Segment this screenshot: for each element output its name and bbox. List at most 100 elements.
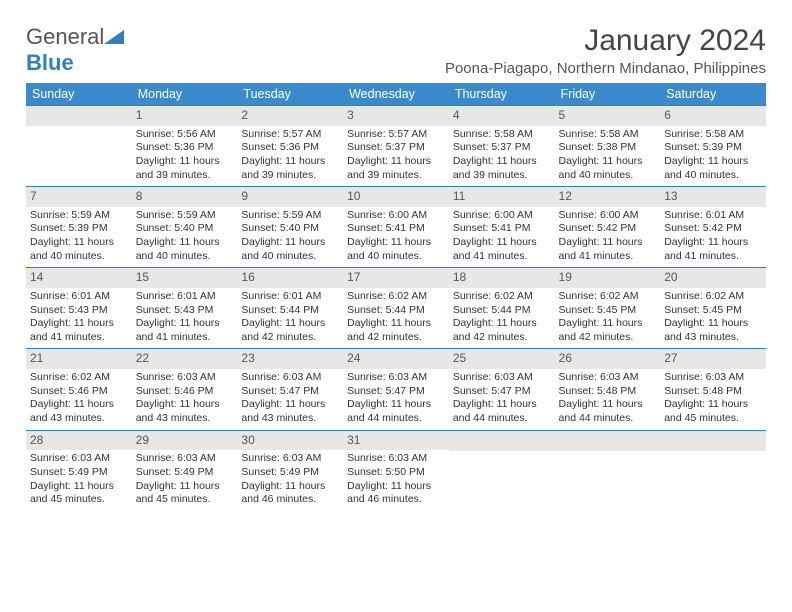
sunrise-line: Sunrise: 6:03 AM: [136, 371, 234, 385]
day-body: Sunrise: 6:01 AMSunset: 5:42 PMDaylight:…: [662, 209, 764, 264]
sunset-line: Sunset: 5:37 PM: [453, 141, 551, 155]
calendar-day-cell: 21Sunrise: 6:02 AMSunset: 5:46 PMDayligh…: [26, 349, 132, 430]
sunrise-line: Sunrise: 6:02 AM: [347, 290, 445, 304]
day-body: Sunrise: 6:03 AMSunset: 5:49 PMDaylight:…: [239, 452, 341, 507]
sunrise-line: Sunrise: 6:00 AM: [347, 209, 445, 223]
calendar-day-cell: 23Sunrise: 6:03 AMSunset: 5:47 PMDayligh…: [237, 349, 343, 430]
day-body: Sunrise: 6:02 AMSunset: 5:45 PMDaylight:…: [662, 290, 764, 345]
calendar-day-cell: 17Sunrise: 6:02 AMSunset: 5:44 PMDayligh…: [343, 268, 449, 349]
calendar-day-cell: 5Sunrise: 5:58 AMSunset: 5:38 PMDaylight…: [555, 106, 661, 187]
day-body: Sunrise: 5:57 AMSunset: 5:36 PMDaylight:…: [239, 128, 341, 183]
brand-name: General Blue: [26, 24, 124, 76]
calendar-day-cell: 6Sunrise: 5:58 AMSunset: 5:39 PMDaylight…: [660, 106, 766, 187]
day-body: Sunrise: 6:02 AMSunset: 5:46 PMDaylight:…: [28, 371, 130, 426]
calendar-day-cell: [26, 106, 132, 187]
sunset-line: Sunset: 5:47 PM: [453, 385, 551, 399]
day-body: Sunrise: 6:03 AMSunset: 5:48 PMDaylight:…: [662, 371, 764, 426]
calendar-day-cell: [555, 430, 661, 511]
calendar-day-cell: 26Sunrise: 6:03 AMSunset: 5:48 PMDayligh…: [555, 349, 661, 430]
day-number: 13: [660, 187, 766, 207]
sunset-line: Sunset: 5:49 PM: [241, 466, 339, 480]
day-number: 21: [26, 349, 132, 369]
calendar-week-row: 28Sunrise: 6:03 AMSunset: 5:49 PMDayligh…: [26, 430, 766, 511]
calendar-day-cell: 4Sunrise: 5:58 AMSunset: 5:37 PMDaylight…: [449, 106, 555, 187]
calendar-week-row: 21Sunrise: 6:02 AMSunset: 5:46 PMDayligh…: [26, 349, 766, 430]
brand-logo: General Blue: [26, 24, 124, 76]
daylight-line: Daylight: 11 hours and 41 minutes.: [664, 236, 762, 263]
sunset-line: Sunset: 5:49 PM: [136, 466, 234, 480]
sunset-line: Sunset: 5:46 PM: [136, 385, 234, 399]
sunset-line: Sunset: 5:41 PM: [347, 222, 445, 236]
day-body: Sunrise: 5:58 AMSunset: 5:37 PMDaylight:…: [451, 128, 553, 183]
day-number: 5: [555, 106, 661, 126]
day-header: Friday: [555, 83, 661, 106]
daylight-line: Daylight: 11 hours and 43 minutes.: [664, 317, 762, 344]
day-number: 4: [449, 106, 555, 126]
day-number: 3: [343, 106, 449, 126]
daylight-line: Daylight: 11 hours and 39 minutes.: [241, 155, 339, 182]
sunrise-line: Sunrise: 6:02 AM: [664, 290, 762, 304]
daylight-line: Daylight: 11 hours and 42 minutes.: [559, 317, 657, 344]
day-number: 24: [343, 349, 449, 369]
calendar-day-cell: 14Sunrise: 6:01 AMSunset: 5:43 PMDayligh…: [26, 268, 132, 349]
day-number: 14: [26, 268, 132, 288]
daylight-line: Daylight: 11 hours and 45 minutes.: [136, 480, 234, 507]
daylight-line: Daylight: 11 hours and 44 minutes.: [559, 398, 657, 425]
calendar-day-cell: 11Sunrise: 6:00 AMSunset: 5:41 PMDayligh…: [449, 187, 555, 268]
calendar-day-cell: 18Sunrise: 6:02 AMSunset: 5:44 PMDayligh…: [449, 268, 555, 349]
calendar-day-cell: 1Sunrise: 5:56 AMSunset: 5:36 PMDaylight…: [132, 106, 238, 187]
calendar-day-cell: 28Sunrise: 6:03 AMSunset: 5:49 PMDayligh…: [26, 430, 132, 511]
daylight-line: Daylight: 11 hours and 39 minutes.: [136, 155, 234, 182]
month-title: January 2024: [445, 24, 766, 58]
calendar-day-cell: 16Sunrise: 6:01 AMSunset: 5:44 PMDayligh…: [237, 268, 343, 349]
daylight-line: Daylight: 11 hours and 41 minutes.: [453, 236, 551, 263]
day-body: Sunrise: 6:03 AMSunset: 5:48 PMDaylight:…: [557, 371, 659, 426]
day-body: Sunrise: 5:59 AMSunset: 5:40 PMDaylight:…: [134, 209, 236, 264]
sunrise-line: Sunrise: 5:59 AM: [241, 209, 339, 223]
sunrise-line: Sunrise: 6:01 AM: [241, 290, 339, 304]
daylight-line: Daylight: 11 hours and 44 minutes.: [347, 398, 445, 425]
day-number: 26: [555, 349, 661, 369]
calendar-day-cell: 25Sunrise: 6:03 AMSunset: 5:47 PMDayligh…: [449, 349, 555, 430]
sunset-line: Sunset: 5:45 PM: [664, 304, 762, 318]
day-number: 20: [660, 268, 766, 288]
sunrise-line: Sunrise: 6:02 AM: [559, 290, 657, 304]
sunrise-line: Sunrise: 6:03 AM: [453, 371, 551, 385]
calendar-day-cell: 27Sunrise: 6:03 AMSunset: 5:48 PMDayligh…: [660, 349, 766, 430]
calendar-day-cell: [660, 430, 766, 511]
sunset-line: Sunset: 5:44 PM: [347, 304, 445, 318]
sunrise-line: Sunrise: 6:01 AM: [30, 290, 128, 304]
daylight-line: Daylight: 11 hours and 43 minutes.: [241, 398, 339, 425]
sunset-line: Sunset: 5:48 PM: [559, 385, 657, 399]
day-number: 2: [237, 106, 343, 126]
daylight-line: Daylight: 11 hours and 43 minutes.: [30, 398, 128, 425]
daylight-line: Daylight: 11 hours and 40 minutes.: [664, 155, 762, 182]
calendar-day-cell: 9Sunrise: 5:59 AMSunset: 5:40 PMDaylight…: [237, 187, 343, 268]
header-bar: General Blue January 2024 Poona-Piagapo,…: [26, 24, 766, 77]
day-body: Sunrise: 5:56 AMSunset: 5:36 PMDaylight:…: [134, 128, 236, 183]
day-number: 15: [132, 268, 238, 288]
daylight-line: Daylight: 11 hours and 40 minutes.: [347, 236, 445, 263]
sunrise-line: Sunrise: 5:58 AM: [664, 128, 762, 142]
calendar-day-cell: 30Sunrise: 6:03 AMSunset: 5:49 PMDayligh…: [237, 430, 343, 511]
calendar-day-cell: 8Sunrise: 5:59 AMSunset: 5:40 PMDaylight…: [132, 187, 238, 268]
sunrise-line: Sunrise: 5:58 AM: [559, 128, 657, 142]
day-header: Tuesday: [237, 83, 343, 106]
day-body: Sunrise: 6:02 AMSunset: 5:45 PMDaylight:…: [557, 290, 659, 345]
day-body: Sunrise: 6:03 AMSunset: 5:47 PMDaylight:…: [451, 371, 553, 426]
sunset-line: Sunset: 5:44 PM: [453, 304, 551, 318]
sunrise-line: Sunrise: 6:03 AM: [136, 452, 234, 466]
calendar-table: SundayMondayTuesdayWednesdayThursdayFrid…: [26, 83, 766, 511]
day-number: 16: [237, 268, 343, 288]
day-number: 8: [132, 187, 238, 207]
day-number: 19: [555, 268, 661, 288]
calendar-body: 1Sunrise: 5:56 AMSunset: 5:36 PMDaylight…: [26, 106, 766, 511]
day-number: 31: [343, 431, 449, 451]
calendar-day-cell: 19Sunrise: 6:02 AMSunset: 5:45 PMDayligh…: [555, 268, 661, 349]
daylight-line: Daylight: 11 hours and 40 minutes.: [559, 155, 657, 182]
day-body: Sunrise: 6:03 AMSunset: 5:47 PMDaylight:…: [345, 371, 447, 426]
calendar-day-cell: 22Sunrise: 6:03 AMSunset: 5:46 PMDayligh…: [132, 349, 238, 430]
daylight-line: Daylight: 11 hours and 45 minutes.: [30, 480, 128, 507]
sunset-line: Sunset: 5:36 PM: [136, 141, 234, 155]
daylight-line: Daylight: 11 hours and 42 minutes.: [347, 317, 445, 344]
